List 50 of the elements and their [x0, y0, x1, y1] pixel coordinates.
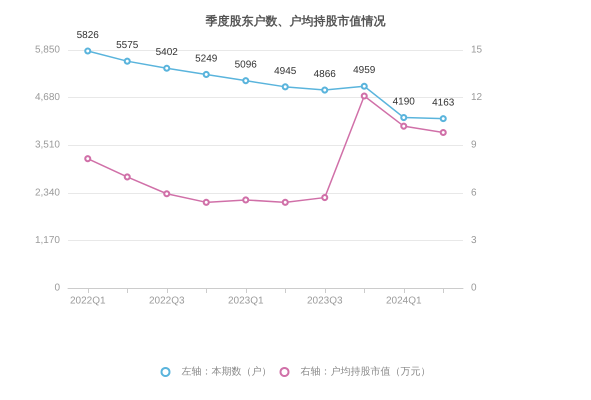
data-label: 5575 [116, 40, 139, 52]
data-label: 5249 [195, 53, 218, 64]
y-tick-label: 1,170 [34, 234, 60, 246]
point [163, 64, 170, 72]
point [360, 92, 368, 100]
point [321, 86, 328, 94]
legend-label: 左轴：本期数（户） [182, 366, 272, 378]
y-tick-label: 5,850 [34, 44, 60, 56]
data-label: 4945 [274, 66, 297, 77]
chart-title: 季度股东户数、户均持股市值情况 [204, 14, 386, 28]
point [360, 82, 368, 90]
y-tick-label: 2,340 [34, 187, 60, 198]
data-label: 4163 [432, 98, 455, 109]
y2-tick-label: 12 [471, 92, 483, 104]
point [242, 196, 250, 204]
y2-tick-label: 6 [471, 187, 477, 198]
data-label: 4866 [314, 69, 336, 80]
legend-label: 右轴：户均持股市值（万元） [300, 366, 430, 378]
data-label: 4190 [392, 96, 416, 108]
point [84, 155, 92, 162]
y-tick-label: 3,510 [34, 140, 60, 151]
x-tick-label: 2024Q1 [386, 296, 422, 306]
point [202, 198, 210, 206]
point [84, 47, 92, 54]
point [400, 122, 408, 130]
point [440, 115, 447, 122]
y2-tick-label: 3 [471, 234, 477, 246]
point [282, 83, 289, 90]
x-tick-label: 2023Q3 [306, 296, 343, 306]
point [440, 129, 447, 136]
data-label: 5096 [234, 60, 258, 71]
y-tick-label: 4,680 [34, 92, 60, 104]
y-tick-label: 0 [54, 282, 60, 294]
data-label: 4959 [353, 65, 376, 76]
point [242, 77, 250, 84]
y2-tick-label: 15 [471, 44, 483, 56]
point [282, 198, 289, 206]
point [124, 58, 131, 65]
x-tick-label: 2022Q3 [148, 296, 185, 306]
x-tick-label: 2022Q1 [70, 296, 106, 306]
y2-tick-label: 0 [471, 282, 477, 294]
y2-tick-label: 9 [471, 140, 477, 151]
x-tick-label: 2023Q1 [228, 296, 264, 306]
point [124, 173, 131, 180]
point [321, 194, 328, 202]
point [202, 70, 210, 78]
data-label: 5402 [156, 47, 178, 58]
point [400, 114, 408, 122]
point [163, 190, 170, 198]
data-label: 5826 [76, 30, 100, 41]
